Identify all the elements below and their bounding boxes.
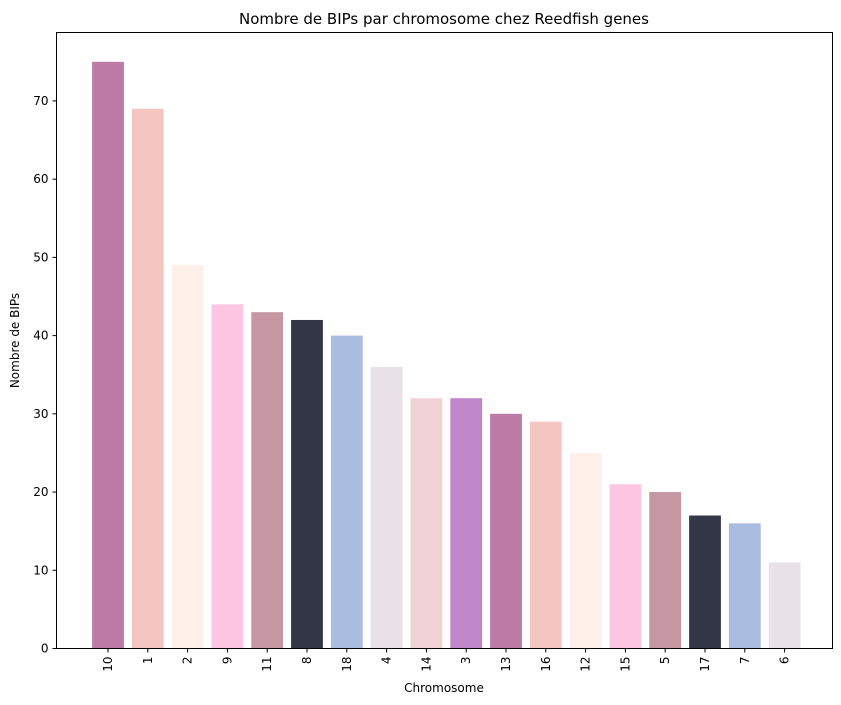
- plot-area: [92, 61, 801, 649]
- x-tick-label: 7: [738, 657, 752, 665]
- y-tick-label: 30: [33, 407, 48, 421]
- bar-chromosome-14: [410, 398, 443, 649]
- y-axis-label: Nombre de BIPs: [8, 293, 22, 388]
- bar-chromosome-1: [131, 108, 164, 649]
- bar-chromosome-9: [211, 304, 244, 649]
- bar-chromosome-10: [92, 61, 124, 649]
- x-tick-label: 5: [658, 657, 672, 665]
- x-tick-label: 6: [778, 657, 792, 665]
- bar-chromosome-5: [649, 492, 682, 649]
- bar-chromosome-15: [609, 484, 642, 649]
- bar-chromosome-6: [768, 562, 801, 649]
- bar-chromosome-13: [490, 413, 522, 649]
- bar-chromosome-16: [529, 421, 562, 649]
- bar-chromosome-11: [251, 312, 284, 649]
- x-tick-label: 8: [300, 657, 314, 665]
- bar-chromosome-7: [728, 523, 761, 649]
- x-tick-label: 15: [618, 657, 632, 672]
- x-tick-label: 9: [220, 657, 234, 665]
- bar-chromosome-18: [330, 335, 363, 649]
- plot-frame: [56, 32, 833, 649]
- x-axis: 10 1 2 9 11 8 18 4 14 3 13 16 12 15 5 17 7 6: [101, 648, 792, 672]
- chart-title: Nombre de BIPs par chromosome chez Reedf…: [239, 10, 649, 28]
- x-tick-label: 14: [419, 657, 433, 672]
- x-tick-label: 2: [181, 657, 195, 665]
- bar-chromosome-12: [569, 452, 602, 649]
- bar-chromosome-4: [370, 366, 403, 649]
- x-tick-label: 16: [539, 657, 553, 672]
- y-tick-label: 0: [41, 642, 49, 656]
- x-tick-label: 13: [499, 657, 513, 672]
- bar-chromosome-8: [291, 319, 323, 649]
- x-tick-label: 11: [260, 657, 274, 672]
- x-tick-label: 3: [459, 657, 473, 665]
- x-axis-label: Chromosome: [404, 681, 484, 695]
- y-tick-label: 10: [33, 563, 48, 577]
- bar-chromosome-17: [689, 515, 721, 649]
- bar-chromosome-2: [171, 265, 204, 649]
- y-tick-label: 60: [33, 172, 48, 186]
- x-tick-label: 1: [141, 657, 155, 665]
- x-tick-label: 12: [579, 657, 593, 672]
- y-axis: 0 10 20 30 40 50 60 70: [33, 94, 57, 656]
- x-tick-label: 18: [340, 657, 354, 672]
- x-tick-label: 17: [698, 657, 712, 672]
- bar-chromosome-3: [450, 398, 483, 649]
- y-tick-label: 70: [33, 94, 48, 108]
- x-tick-label: 10: [101, 657, 115, 672]
- y-tick-label: 20: [33, 485, 48, 499]
- y-tick-label: 40: [33, 329, 48, 343]
- y-tick-label: 50: [33, 250, 48, 264]
- x-tick-label: 4: [380, 657, 394, 665]
